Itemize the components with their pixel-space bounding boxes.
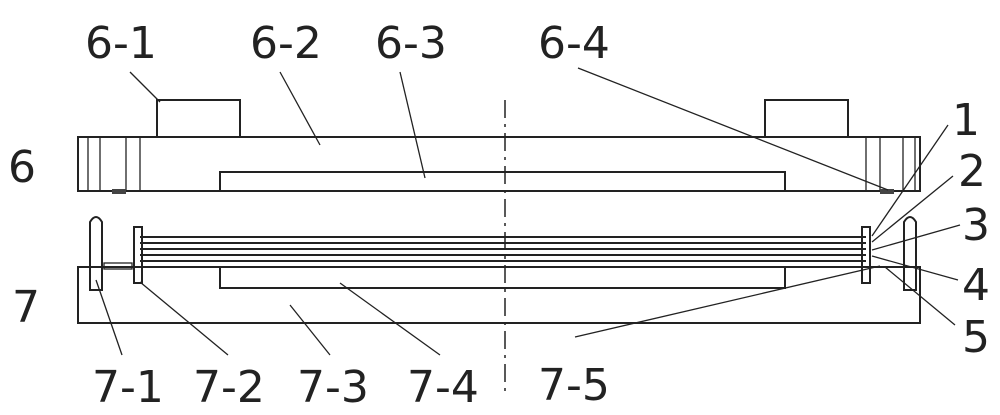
- label-7-5: 7-5: [538, 360, 610, 411]
- clamp-left: [133, 226, 143, 284]
- label-2: 2: [958, 146, 986, 197]
- upper-block-right: [764, 99, 849, 138]
- leader-2: [871, 175, 954, 243]
- leader-4: [871, 255, 959, 281]
- leader-6-2: [279, 71, 321, 146]
- lower-mold-assembly: [77, 216, 921, 324]
- upper-cavity: [219, 171, 786, 192]
- upper-hole-right-a: [865, 136, 881, 192]
- upper-pad-left: [112, 189, 126, 194]
- leader-lines: [95, 67, 961, 356]
- leader-7-5: [574, 265, 881, 338]
- label-6-2: 6-2: [250, 18, 322, 69]
- leader-3: [871, 224, 961, 251]
- leader-7-1: [95, 279, 123, 356]
- guide-pin-left: [89, 216, 103, 291]
- label-6-1: 6-1: [85, 18, 157, 69]
- label-4: 4: [962, 260, 990, 311]
- lower-plate: [77, 266, 921, 324]
- upper-pad-right: [880, 189, 894, 194]
- label-6: 6: [8, 142, 36, 193]
- leader-6-4: [577, 67, 889, 191]
- leader-7-2: [139, 281, 229, 356]
- upper-mold-assembly: [77, 99, 921, 194]
- leader-5: [884, 266, 956, 326]
- label-7-1: 7-1: [92, 362, 164, 413]
- guide-pin-right: [903, 216, 917, 291]
- leader-6-1: [129, 71, 161, 103]
- upper-hole-left-a: [87, 136, 101, 192]
- upper-hole-left-b: [125, 136, 141, 192]
- upper-plate: [77, 136, 921, 192]
- leader-7-3: [289, 304, 331, 356]
- leader-1: [871, 124, 949, 237]
- label-5: 5: [962, 312, 990, 363]
- label-7-2: 7-2: [193, 362, 265, 413]
- label-3: 3: [962, 200, 990, 251]
- clamp-right: [861, 226, 871, 284]
- lower-cavity: [219, 266, 786, 289]
- lower-step: [103, 262, 133, 270]
- label-6-3: 6-3: [375, 18, 447, 69]
- upper-block-left: [156, 99, 241, 138]
- label-6-4: 6-4: [538, 18, 610, 69]
- label-7: 7: [12, 282, 40, 333]
- leader-6-3: [399, 71, 426, 179]
- upper-hole-right-b: [902, 136, 916, 192]
- label-1: 1: [952, 95, 980, 146]
- label-7-4: 7-4: [407, 362, 479, 413]
- label-7-3: 7-3: [297, 362, 369, 413]
- leader-7-4: [339, 282, 441, 356]
